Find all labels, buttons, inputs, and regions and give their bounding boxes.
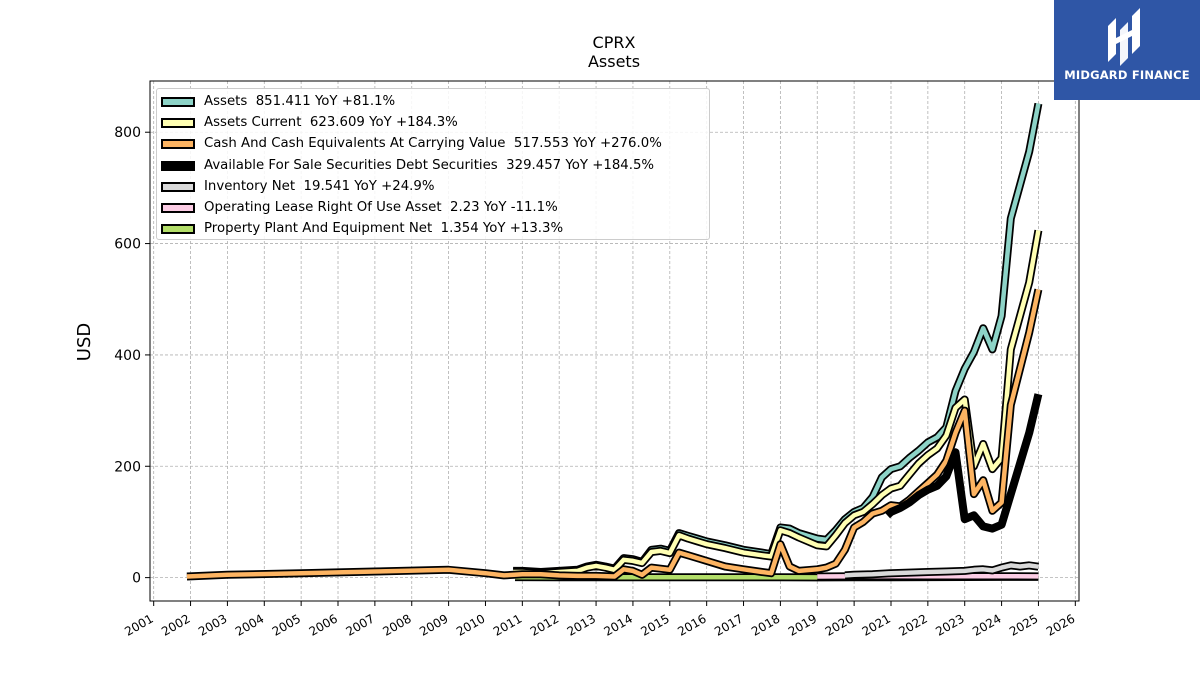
x-tick-label: 2010 [454,611,487,638]
x-tick-label: 2015 [638,611,671,638]
legend-label: Cash And Cash Equivalents At Carrying Va… [204,136,662,152]
legend-swatch [161,203,195,213]
legend-item: Property Plant And Equipment Net 1.354 Y… [157,220,709,241]
series-layer [186,102,1043,582]
logo: MIDGARD FINANCE [1054,0,1200,100]
chart-legend: Assets 851.411 YoY +81.1% Assets Current … [156,88,710,240]
series-line-outline [186,288,1043,581]
x-tick-label: 2005 [270,611,303,638]
legend-label: Inventory Net 19.541 YoY +24.9% [204,178,435,194]
series-cash-and-cash-equivalents-at-carrying-value [186,288,1043,581]
y-tick-label: 800 [114,125,141,141]
legend-item: Assets 851.411 YoY +81.1% [157,93,709,114]
x-tick-label: 2020 [823,611,856,638]
series-line [884,393,1043,533]
series-inventory-net [844,561,1039,580]
plot-area [149,80,1080,602]
series-line [844,563,1039,578]
legend-label: Assets Current 623.609 YoY +184.3% [204,115,458,131]
legend-swatch [161,224,195,235]
chart-subtitle: Assets [588,52,640,71]
y-tick-label: 200 [114,459,141,475]
legend-label: Available For Sale Securities Debt Secur… [204,157,655,173]
y-tick-label: 0 [132,571,141,587]
legend-swatch [161,139,195,150]
legend-item: Inventory Net 19.541 YoY +24.9% [157,178,709,199]
legend-item: Cash And Cash Equivalents At Carrying Va… [157,135,709,156]
x-tick-label: 2007 [343,611,376,638]
x-tick-label: 2014 [602,611,635,638]
x-tick-label: 2001 [122,611,155,638]
x-tick-label: 2009 [417,611,450,638]
x-tick-label: 2011 [491,611,524,638]
legend-label: Operating Lease Right Of Use Asset 2.23 … [204,200,558,215]
x-tick-label: 2022 [896,611,929,638]
x-tick-label: 2021 [860,611,893,638]
legend-item: Operating Lease Right Of Use Asset 2.23 … [157,199,709,220]
y-tick-label: 400 [114,348,141,364]
legend-item: Assets Current 623.609 YoY +184.3% [157,114,709,135]
series-line [513,230,1041,576]
x-tick-label: 2024 [970,611,1003,638]
x-tick-label: 2006 [307,611,340,638]
x-tick-label: 2017 [712,611,745,638]
x-tick-label: 2004 [233,611,266,638]
series-assets-current [513,229,1043,578]
legend-label: Property Plant And Equipment Net 1.354 Y… [204,221,564,237]
legend-swatch [161,181,195,192]
series-available-for-sale-securities-debt-securities [884,393,1043,533]
y-tick-label: 600 [114,237,141,253]
x-tick-label: 2013 [565,611,598,638]
series-line [186,289,1041,579]
legend-swatch [161,160,195,171]
legend-item: Available For Sale Securities Debt Secur… [157,157,709,178]
x-tick-label: 2025 [1007,611,1040,638]
x-tick-label: 2018 [749,611,782,638]
legend-label: Assets 851.411 YoY +81.1% [204,94,396,109]
legend-swatch [161,97,195,107]
legend-swatch [161,118,195,129]
x-tick-label: 2008 [380,611,413,638]
logo-text: MIDGARD FINANCE [1064,68,1190,82]
logo-mark-icon [1108,8,1140,66]
x-tick-label: 2019 [786,611,819,638]
x-tick-label: 2012 [528,611,561,638]
x-tick-label: 2003 [196,611,229,638]
chart-title: CPRX [593,33,636,52]
x-tick-label: 2026 [1044,611,1077,638]
x-tick-label: 2002 [159,611,192,638]
x-tick-label: 2016 [675,611,708,638]
x-tick-label: 2023 [933,611,966,638]
y-axis-label: USD [74,323,95,361]
